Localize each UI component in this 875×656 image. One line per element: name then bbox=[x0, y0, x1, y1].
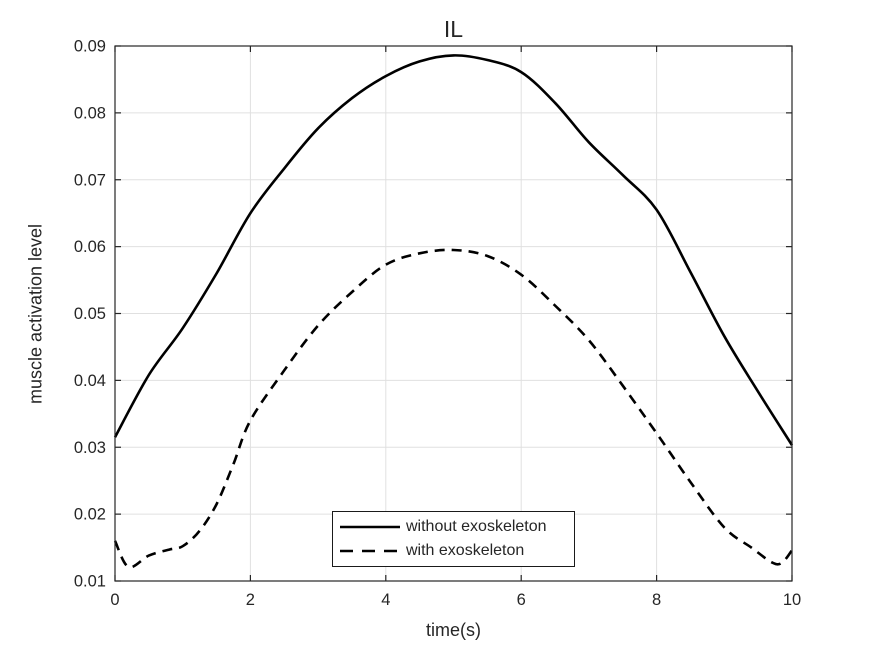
x-axis-label: time(s) bbox=[426, 620, 481, 640]
series-line-without-exoskeleton bbox=[113, 54, 794, 446]
x-tick-label: 0 bbox=[110, 591, 119, 609]
legend-box: without exoskeleton with exoskeleton bbox=[332, 511, 575, 567]
x-tick-label: 8 bbox=[652, 591, 661, 609]
series-line-with-exoskeleton bbox=[113, 248, 794, 569]
y-tick-label: 0.03 bbox=[74, 439, 106, 457]
y-tick-label: 0.08 bbox=[74, 104, 106, 122]
x-tick-label: 6 bbox=[517, 591, 526, 609]
x-tick-label: 10 bbox=[783, 591, 801, 609]
y-tick-label: 0.01 bbox=[74, 573, 106, 591]
y-tick-label: 0.05 bbox=[74, 305, 106, 323]
legend-entry-with-exoskeleton: with exoskeleton bbox=[333, 539, 574, 563]
y-tick-label: 0.07 bbox=[74, 171, 106, 189]
y-tick-label: 0.06 bbox=[74, 238, 106, 256]
legend-solid-line-sample bbox=[340, 525, 400, 529]
legend-entry-without-exoskeleton: without exoskeleton bbox=[333, 515, 574, 539]
y-tick-label: 0.09 bbox=[74, 38, 106, 56]
x-tick-label: 4 bbox=[381, 591, 390, 609]
legend-dashed-line-sample bbox=[340, 549, 400, 553]
y-tick-label: 0.04 bbox=[74, 372, 106, 390]
y-tick-label: 0.02 bbox=[74, 506, 106, 524]
chart-title: IL bbox=[443, 16, 464, 42]
x-tick-label: 2 bbox=[246, 591, 255, 609]
legend-label: without exoskeleton bbox=[406, 518, 547, 535]
legend-label: with exoskeleton bbox=[406, 542, 525, 559]
